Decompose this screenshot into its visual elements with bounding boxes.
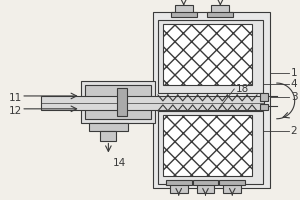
Text: 1: 1 (291, 68, 297, 78)
Bar (81, 81, 155, 123)
Bar (175, 5, 193, 15)
Bar (166, 180, 192, 185)
Bar (100, 131, 116, 141)
Bar (41, 96, 264, 110)
Bar (163, 24, 252, 85)
Text: 4: 4 (291, 79, 297, 89)
Bar (223, 183, 241, 193)
Bar (153, 12, 270, 188)
Bar (170, 183, 188, 193)
Bar (212, 5, 229, 15)
Bar (260, 104, 268, 110)
Bar (260, 93, 268, 101)
Bar (163, 115, 252, 176)
Bar (88, 123, 128, 131)
Text: 3: 3 (291, 92, 297, 102)
Bar (193, 180, 218, 185)
Bar (219, 180, 245, 185)
Text: 11: 11 (9, 93, 22, 103)
Text: 2: 2 (291, 126, 297, 136)
Text: 18: 18 (236, 84, 250, 94)
Bar (117, 88, 127, 116)
Bar (85, 85, 151, 119)
Bar (196, 183, 214, 193)
Bar (171, 12, 196, 17)
Text: 14: 14 (112, 158, 126, 168)
Bar (158, 20, 263, 93)
Bar (158, 111, 263, 184)
Bar (208, 12, 233, 17)
Text: 12: 12 (9, 106, 22, 116)
